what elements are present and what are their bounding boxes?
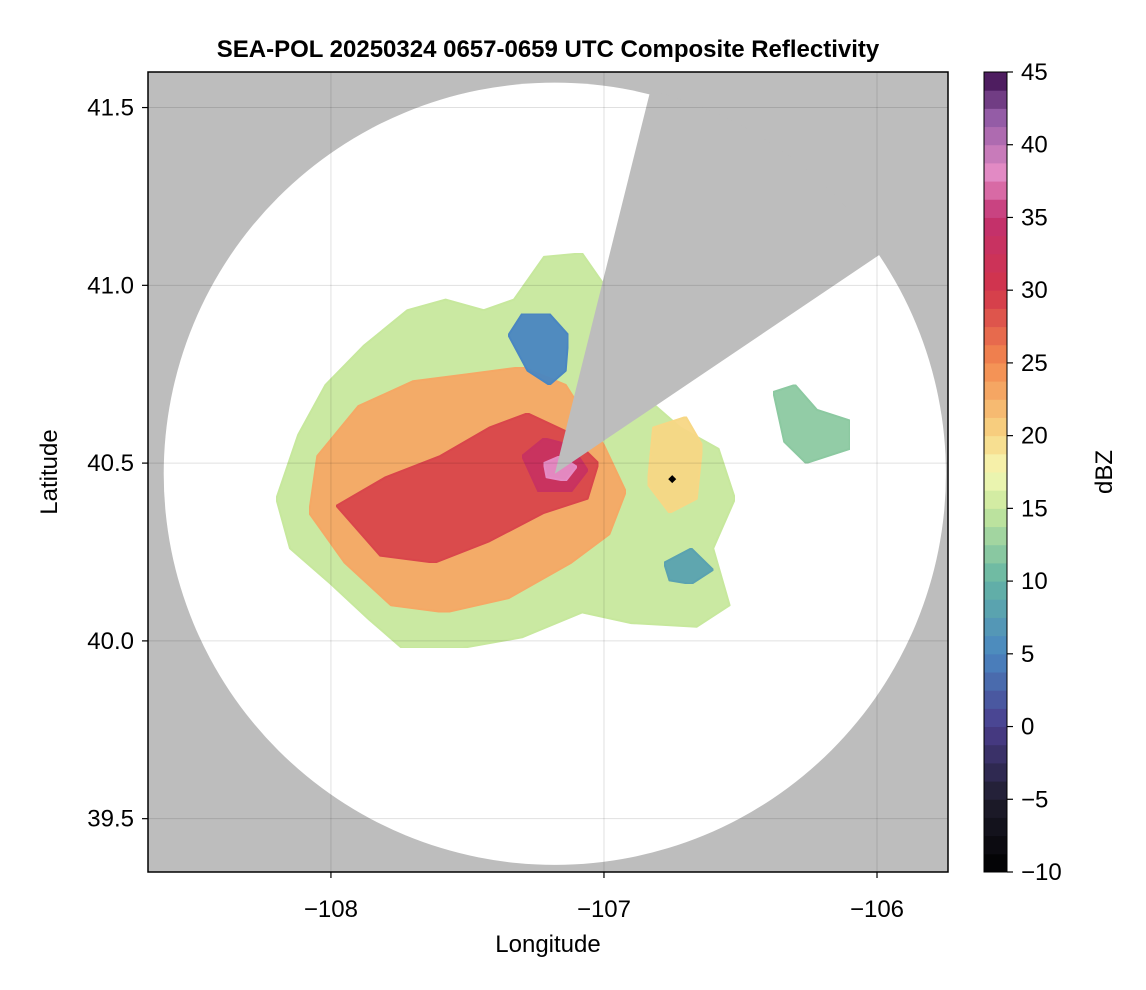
colorbar-tick-label: 30 [1021, 277, 1048, 304]
colorbar-step [984, 453, 1007, 473]
colorbar-step [984, 708, 1007, 728]
colorbar-step [984, 581, 1007, 600]
colorbar-step [984, 435, 1007, 455]
blocked-sector [554, 90, 883, 474]
x-tick-label: −106 [850, 896, 904, 923]
colorbar-step [984, 599, 1007, 618]
colorbar-step [984, 653, 1007, 673]
y-axis-ticks: 39.5 40.0 40.5 41.0 41.5 [87, 95, 148, 833]
y-tick-label: 41.5 [87, 95, 134, 122]
colorbar-step [984, 90, 1007, 109]
colorbar-step [984, 344, 1007, 364]
colorbar-step [984, 308, 1007, 328]
colorbar-tick-label: −10 [1021, 859, 1062, 886]
y-axis-label: Latitude [36, 429, 63, 514]
colorbar-step [984, 272, 1007, 291]
colorbar-step [984, 326, 1007, 346]
colorbar-step [984, 762, 1007, 782]
colorbar-step [984, 381, 1007, 400]
colorbar-step [984, 781, 1007, 800]
colorbar-step [984, 544, 1007, 564]
colorbar-step [984, 362, 1007, 382]
site-marker [668, 475, 677, 484]
plot-area [148, 72, 948, 872]
colorbar-step [984, 108, 1007, 128]
colorbar-step [984, 472, 1007, 491]
colorbar-step [984, 253, 1007, 273]
colorbar-step [984, 490, 1007, 509]
grid-lines [148, 72, 948, 872]
colorbar-step [984, 690, 1007, 709]
colorbar-step [984, 417, 1007, 437]
colorbar-step [984, 144, 1007, 164]
colorbar-tick-label: 35 [1021, 204, 1048, 231]
colorbar-step [984, 181, 1007, 200]
x-tick-label: −108 [304, 896, 358, 923]
colorbar-tick-label: 45 [1021, 59, 1048, 86]
colorbar-step [984, 853, 1007, 873]
colorbar-step [984, 635, 1007, 655]
colorbar-tick-label: 40 [1021, 132, 1048, 159]
colorbar-step [984, 744, 1007, 764]
chart-title: SEA-POL 20250324 0657-0659 UTC Composite… [217, 36, 880, 63]
colorbar-step [984, 199, 1007, 218]
x-axis-ticks: −108 −107 −106 [304, 872, 904, 923]
colorbar-step [984, 217, 1007, 237]
colorbar-ticks: −10 −5 0 5 10 15 20 25 30 35 40 45 [1007, 59, 1062, 886]
x-axis-label: Longitude [495, 931, 600, 958]
colorbar-step [984, 562, 1007, 582]
plot-frame [147, 71, 949, 873]
colorbar-step [984, 672, 1007, 691]
colorbar-step [984, 126, 1007, 146]
colorbar-frame [983, 71, 1008, 873]
colorbar-tick-label: 5 [1021, 641, 1034, 668]
echo-region-north-weak-echo [507, 312, 570, 386]
colorbar-label: dBZ [1091, 450, 1118, 494]
colorbar-step [984, 290, 1007, 309]
y-tick-label: 41.0 [87, 272, 134, 299]
colorbar-step [984, 526, 1007, 546]
colorbar-step [984, 799, 1007, 818]
y-tick-label: 39.5 [87, 806, 134, 833]
colorbar: −10 −5 0 5 10 15 20 25 30 35 40 45 dBZ [983, 59, 1118, 886]
colorbar-steps [984, 72, 1007, 873]
colorbar-step [984, 235, 1007, 255]
colorbar-tick-label: −5 [1021, 786, 1048, 813]
y-tick-label: 40.0 [87, 628, 134, 655]
colorbar-tick-label: 10 [1021, 568, 1048, 595]
colorbar-tick-label: 15 [1021, 495, 1048, 522]
x-tick-label: −107 [577, 896, 631, 923]
colorbar-step [984, 399, 1007, 418]
echo-region-far-east-cell [772, 383, 851, 465]
colorbar-tick-label: 0 [1021, 714, 1034, 741]
colorbar-step [984, 72, 1007, 91]
colorbar-step [984, 508, 1007, 528]
colorbar-step [984, 617, 1007, 637]
colorbar-step [984, 835, 1007, 855]
colorbar-step [984, 162, 1007, 182]
colorbar-tick-label: 25 [1021, 350, 1048, 377]
colorbar-step [984, 817, 1007, 837]
y-tick-label: 40.5 [87, 450, 134, 477]
echo-region-east-cell [646, 415, 704, 514]
colorbar-step [984, 726, 1007, 746]
colorbar-tick-label: 20 [1021, 423, 1048, 450]
echo-region-east-weak-echo [663, 547, 715, 585]
